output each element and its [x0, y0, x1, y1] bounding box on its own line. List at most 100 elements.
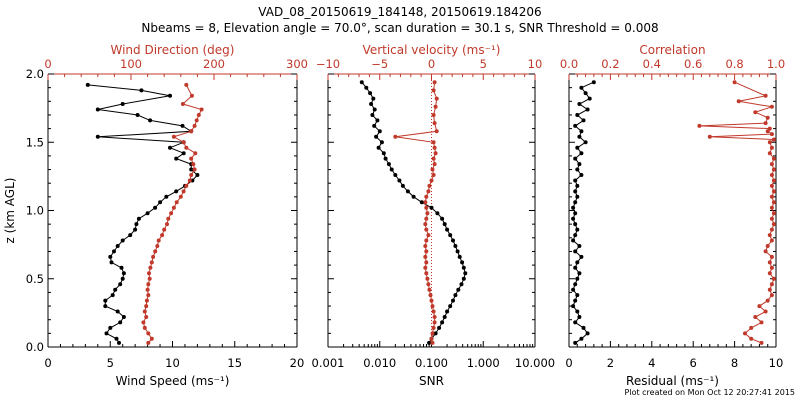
vertical-velocity-point — [430, 340, 435, 345]
wind-speed-point — [153, 205, 158, 210]
correlation-point — [767, 271, 772, 276]
wind-speed-point — [110, 293, 115, 298]
snr-point — [463, 271, 468, 276]
x-tick-label: 10 — [165, 356, 180, 370]
wind-speed-point — [181, 151, 186, 156]
correlation-point — [759, 320, 764, 325]
x-tick-label: 20 — [290, 356, 305, 370]
wind-direction-point — [141, 320, 146, 325]
residual-point — [577, 315, 582, 319]
wind-speed-point — [118, 320, 123, 325]
wind-speed-point — [95, 107, 100, 112]
residual-point — [579, 173, 584, 177]
correlation-point — [763, 309, 768, 314]
correlation-point — [769, 132, 774, 137]
correlation-point — [765, 298, 770, 303]
vertical-velocity-point — [434, 96, 439, 101]
x-tick-label: 10 — [769, 356, 784, 370]
wind-speed-point — [115, 309, 120, 314]
snr-point — [411, 194, 416, 199]
snr-point — [461, 265, 466, 270]
residual-point — [573, 340, 578, 345]
snr-point — [371, 96, 376, 101]
residual-point — [573, 178, 578, 183]
wind-panel: 0.0 0.5 1.0 1.5 2.0 z (km AGL) 0 5 10 15 20 Wind Sp… — [3, 43, 308, 388]
wind-speed-point — [136, 216, 141, 221]
snr-point — [368, 91, 373, 96]
wind-speed-point — [145, 211, 150, 216]
vertical-velocity-point — [430, 304, 435, 309]
top-tick-label: 5 — [480, 57, 487, 71]
residual-point — [571, 287, 576, 292]
wind-direction-point — [193, 151, 198, 156]
x-tick-label: 0 — [565, 356, 572, 370]
correlation-point — [767, 287, 772, 292]
vertical-velocity-point — [424, 227, 429, 232]
residual-point — [575, 113, 580, 117]
wind-direction-point — [146, 282, 151, 287]
x-tick-label: 2 — [607, 356, 614, 370]
correlation-point — [771, 276, 776, 281]
wind-direction-point — [142, 325, 147, 330]
correlation-point — [767, 233, 772, 238]
vertical-velocity-point — [431, 156, 436, 161]
correlation-point — [767, 140, 772, 145]
wind-direction-point — [146, 331, 151, 336]
residual-point — [575, 183, 580, 188]
residual-point — [583, 91, 588, 96]
residual-panel: 0 2 4 6 8 10 Residual (ms⁻¹) 0.0 0.2 0.4 0.6 0.8 1.0… — [560, 43, 785, 388]
residual-point — [585, 331, 590, 336]
correlation-point — [769, 254, 774, 259]
correlation-point — [771, 178, 776, 183]
correlation-point — [769, 265, 774, 270]
plot-created-footer: Plot created on Mon Oct 12 20:27:41 2015 — [625, 388, 795, 397]
vertical-velocity-point — [424, 216, 429, 221]
snr-point — [440, 216, 445, 221]
residual-point — [579, 85, 584, 90]
wind-speed-point — [148, 118, 153, 123]
top-axis-label: Correlation — [639, 43, 705, 57]
wind-direction-point — [166, 216, 171, 221]
y-tick-label: 2.0 — [26, 67, 44, 81]
residual-point — [573, 265, 578, 270]
residual-point — [573, 200, 578, 205]
snr-point — [397, 178, 402, 183]
top-tick-label: 0.4 — [643, 57, 661, 71]
wind-direction-point — [149, 260, 154, 265]
correlation-point — [769, 183, 774, 188]
x-tick-label: 0 — [44, 356, 51, 370]
wind-speed-point — [139, 88, 144, 93]
vertical-velocity-point — [424, 205, 429, 210]
snr-point — [455, 249, 460, 254]
top-tick-label: 100 — [120, 57, 142, 71]
top-tick-label: 300 — [286, 57, 308, 71]
snr-point — [389, 167, 394, 172]
vertical-velocity-point — [429, 178, 434, 183]
wind-speed-point — [119, 265, 124, 270]
residual-point — [573, 320, 578, 325]
snr-point — [379, 140, 384, 145]
residual-point — [571, 205, 576, 210]
wind-speed-point — [95, 134, 100, 139]
residual-point — [585, 107, 590, 112]
wind-direction-point — [181, 140, 186, 145]
snr-point — [364, 85, 369, 90]
correlation-point — [769, 162, 774, 167]
wind-direction-point — [144, 315, 149, 319]
y-tick-label: 1.5 — [26, 135, 44, 149]
vertical-velocity-point — [432, 315, 437, 319]
wind-speed-point — [120, 276, 125, 281]
wind-speed-point — [118, 282, 123, 287]
x-tick-label: 0.001 — [312, 356, 345, 370]
vertical-velocity-point — [430, 167, 435, 172]
vertical-velocity-point — [431, 325, 436, 330]
wind-speed-point — [108, 254, 113, 259]
snr-point — [377, 129, 382, 134]
correlation-point — [769, 104, 774, 109]
residual-point — [579, 254, 584, 259]
residual-point — [587, 96, 592, 101]
vertical-velocity-point — [393, 134, 398, 139]
vertical-velocity-point — [425, 211, 430, 216]
snr-point — [435, 211, 440, 216]
y-tick-label: 0.0 — [26, 340, 44, 354]
